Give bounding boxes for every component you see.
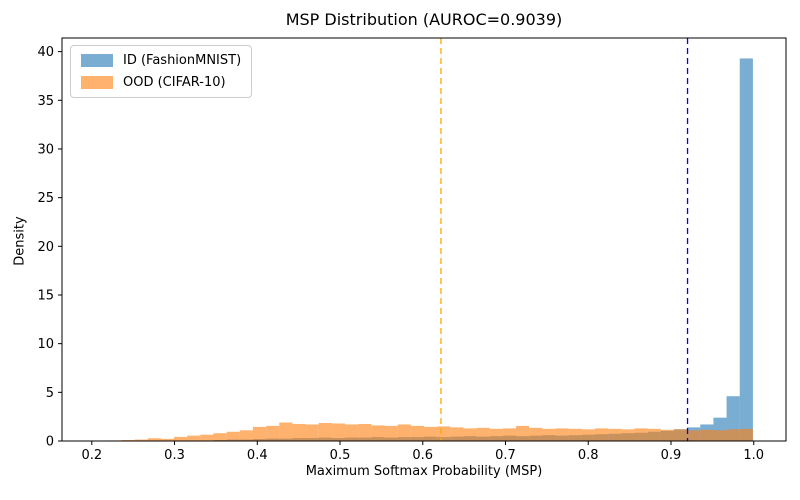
ood-cifar10-histogram-bar	[252, 426, 267, 441]
ood-cifar10-histogram-bar	[331, 423, 346, 441]
legend-entry-ood: OOD (CIFAR-10)	[81, 75, 241, 90]
x-tick-label: 0.2	[81, 448, 102, 463]
legend-swatch-ood-icon	[81, 76, 113, 89]
ood-cifar10-histogram-bar	[279, 422, 293, 441]
ood-cifar10-histogram-bar	[673, 429, 688, 441]
id-fashionmnist-histogram-bar	[739, 58, 753, 441]
ood-cifar10-histogram-bar	[384, 425, 398, 441]
x-tick-label: 0.5	[330, 448, 351, 463]
y-tick-label: 30	[37, 142, 54, 157]
x-axis-label: Maximum Softmax Probability (MSP)	[305, 464, 543, 479]
y-tick-label: 5	[46, 386, 54, 401]
ood-cifar10-histogram-bar	[463, 428, 477, 441]
ood-cifar10-histogram-bar	[226, 431, 240, 441]
ood-cifar10-histogram-bar	[713, 430, 727, 441]
y-tick-label: 0	[46, 435, 54, 450]
legend-swatch-id-icon	[81, 54, 113, 67]
ood-cifar10-histogram-bar	[266, 425, 280, 441]
chart-title: MSP Distribution (AUROC=0.9039)	[285, 10, 563, 29]
y-tick-label: 35	[37, 94, 54, 109]
ood-cifar10-histogram-bar	[489, 428, 503, 441]
x-tick-label: 0.4	[247, 448, 268, 463]
ood-cifar10-histogram-bar	[726, 429, 740, 441]
ood-cifar10-histogram-bar	[608, 428, 622, 441]
x-tick-label: 0.3	[164, 448, 185, 463]
ood-cifar10-histogram-bar	[371, 425, 385, 441]
x-tick-label: 0.6	[412, 448, 433, 463]
ood-cifar10-histogram-bar	[739, 428, 753, 441]
ood-cifar10-histogram-bar	[358, 423, 372, 441]
legend-label-id: ID (FashionMNIST)	[123, 53, 242, 68]
ood-cifar10-histogram-bar	[660, 429, 674, 441]
ood-cifar10-histogram-bar	[397, 424, 411, 441]
ood-cifar10-histogram-bar	[305, 424, 319, 441]
ood-cifar10-histogram-bar	[134, 439, 148, 441]
ood-cifar10-histogram-bar	[568, 428, 582, 441]
x-tick-label: 0.9	[661, 448, 682, 463]
ood-cifar10-histogram-bar	[213, 433, 227, 441]
ood-cifar10-histogram-bar	[147, 438, 161, 441]
y-tick-label: 15	[37, 288, 54, 303]
ood-cifar10-histogram-bar	[160, 438, 175, 441]
ood-cifar10-histogram-bar	[555, 428, 569, 441]
ood-cifar10-histogram-bar	[187, 435, 201, 441]
ood-cifar10-histogram-bar	[595, 428, 609, 441]
ood-cifar10-histogram-bar	[634, 428, 648, 441]
ood-cifar10-histogram-bar	[516, 425, 530, 441]
ood-cifar10-histogram-bar	[200, 434, 214, 441]
legend-entry-id: ID (FashionMNIST)	[81, 53, 241, 68]
y-tick-label: 10	[37, 337, 54, 352]
ood-cifar10-histogram-bar	[437, 426, 451, 441]
x-tick-label: 1.0	[743, 448, 764, 463]
x-tick-label: 0.7	[495, 448, 516, 463]
y-tick-label: 20	[37, 240, 54, 255]
y-tick-label: 25	[37, 191, 54, 206]
ood-cifar10-histogram-bar	[174, 436, 188, 441]
ood-cifar10-histogram-bar	[581, 429, 596, 441]
ood-cifar10-histogram-bar	[542, 428, 556, 441]
legend: ID (FashionMNIST) OOD (CIFAR-10)	[70, 45, 253, 98]
ood-cifar10-histogram-bar	[529, 427, 543, 441]
ood-cifar10-histogram-bar	[410, 425, 424, 441]
ood-cifar10-histogram-bar	[647, 428, 661, 441]
ood-cifar10-histogram-bar	[424, 426, 438, 441]
ood-cifar10-histogram-bar	[239, 430, 253, 441]
ood-cifar10-histogram-bar	[687, 430, 701, 441]
x-tick-label: 0.8	[578, 448, 599, 463]
ood-cifar10-histogram-bar	[621, 429, 635, 441]
y-tick-label: 40	[37, 45, 54, 60]
ood-cifar10-histogram-bar	[700, 429, 714, 441]
axes-spines	[61, 37, 787, 442]
ood-cifar10-histogram-bar	[292, 423, 306, 441]
ood-cifar10-histogram-bar	[318, 422, 332, 441]
ood-cifar10-histogram-bar	[502, 428, 517, 441]
ood-cifar10-histogram-bar	[450, 427, 464, 441]
legend-label-ood: OOD (CIFAR-10)	[123, 75, 226, 90]
ood-cifar10-histogram-bar	[476, 427, 490, 441]
ood-cifar10-histogram-bar	[345, 424, 359, 441]
